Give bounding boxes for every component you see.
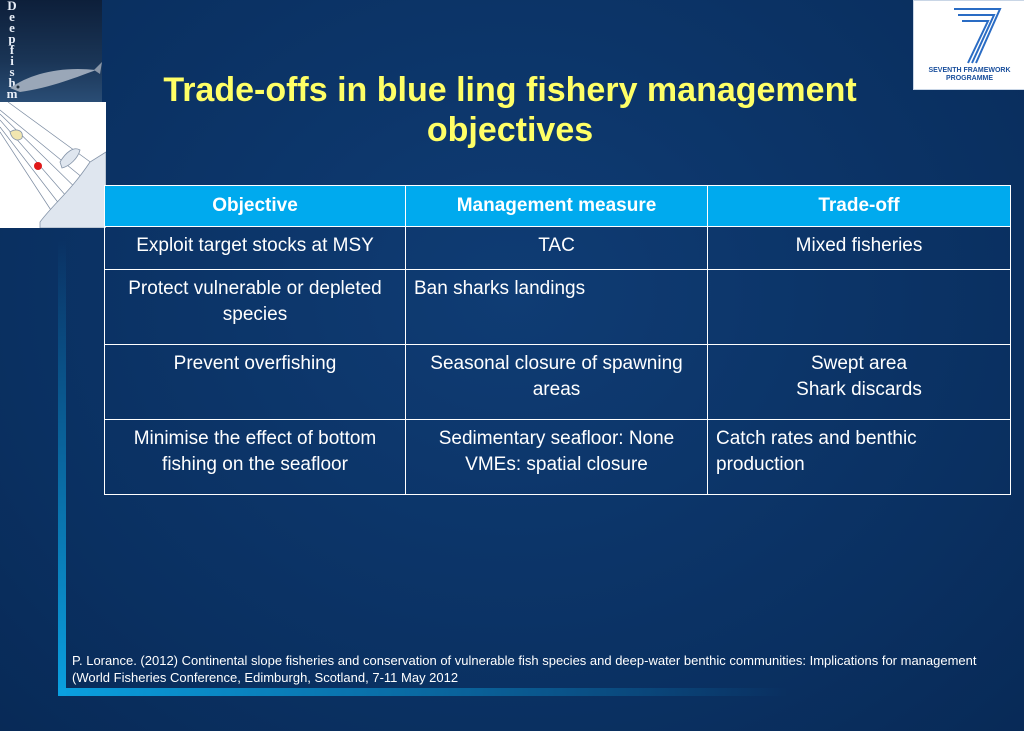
fp7-caption: SEVENTH FRAMEWORK PROGRAMME (928, 67, 1011, 82)
header-trade-off: Trade-off (707, 185, 1011, 227)
cell-measure: Ban sharks landings (405, 269, 708, 345)
europe-map-image (0, 102, 106, 228)
accent-bar-horizontal (58, 688, 788, 696)
table-row: Minimise the effect of bottom fishing on… (104, 419, 1011, 495)
map-icon (0, 102, 106, 228)
cell-objective: Protect vulnerable or depleted species (104, 269, 406, 345)
cell-trade-off (707, 269, 1011, 345)
table-row: Protect vulnerable or depleted species B… (104, 269, 1011, 345)
trade-off-table: Objective Management measure Trade-off E… (104, 185, 1011, 495)
cell-objective: Minimise the effect of bottom fishing on… (104, 419, 406, 495)
slide-title: Trade-offs in blue ling fishery manageme… (163, 71, 857, 149)
cell-measure: Sedimentary seafloor: None VMEs: spatial… (405, 419, 708, 495)
table-row: Prevent overfishing Seasonal closure of … (104, 344, 1011, 420)
cell-objective: Prevent overfishing (104, 344, 406, 420)
citation-text: P. Lorance. (2012) Continental slope fis… (72, 653, 977, 685)
header-management-measure: Management measure (405, 185, 708, 227)
cell-measure: TAC (405, 226, 708, 270)
cell-trade-off: Catch rates and benthic production (707, 419, 1011, 495)
table-row: Exploit target stocks at MSY TAC Mixed f… (104, 226, 1011, 270)
deepfishman-logo: D e e p f i s h m a (0, 0, 102, 102)
cell-trade-off: Mixed fisheries (707, 226, 1011, 270)
seven-icon (954, 8, 1002, 64)
table-header-row: Objective Management measure Trade-off (104, 185, 1011, 227)
logo-vertical-letters: D e e p f i s h m a (6, 0, 18, 102)
fish-icon (10, 62, 102, 92)
cell-objective: Exploit target stocks at MSY (104, 226, 406, 270)
accent-bar-vertical (58, 240, 66, 696)
fp7-logo: SEVENTH FRAMEWORK PROGRAMME (913, 0, 1024, 90)
cell-measure: Seasonal closure of spawning areas (405, 344, 708, 420)
cell-trade-off: Swept area Shark discards (707, 344, 1011, 420)
header-objective: Objective (104, 185, 406, 227)
